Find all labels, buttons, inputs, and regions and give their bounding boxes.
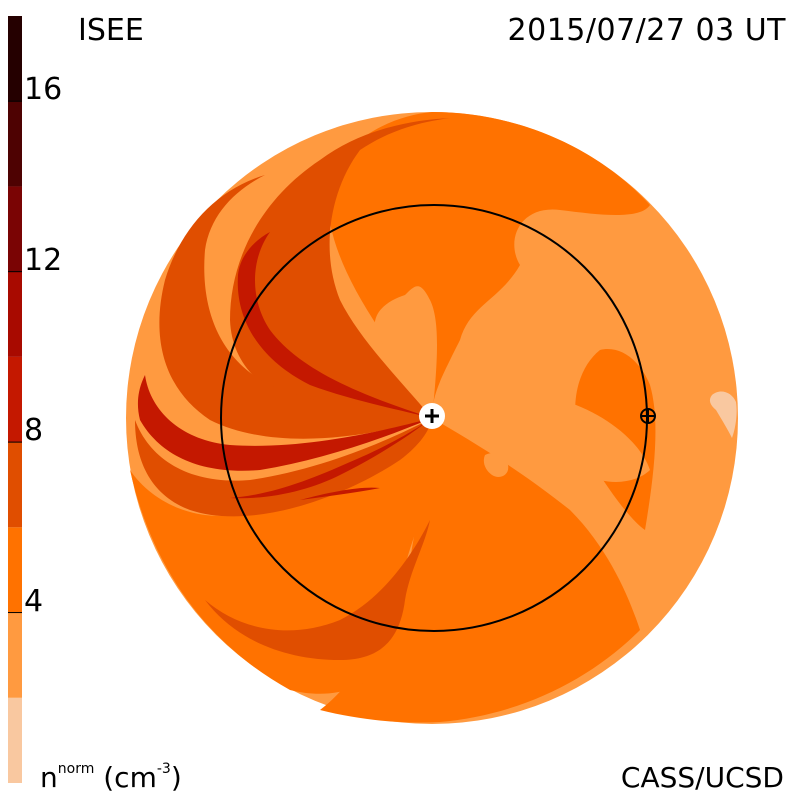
density-arm-very-high-1 [237,232,432,418]
timestamp-label: 2015/07/27 03 UT [507,13,786,48]
density-patch-light-3 [483,453,509,477]
colorbar-band-0 [8,697,22,783]
colorbar-band-1 [8,612,22,698]
unit-superscript: norm [57,761,95,777]
earth-marker [640,408,656,424]
unit-close: ) [170,761,182,794]
density-arm-very-high-2 [137,375,432,471]
unit-exponent: -3 [156,761,171,777]
colorbar-band-7 [8,101,22,187]
colorbar-unit-label: nnorm (cm-3) [40,762,182,792]
colorbar-band-5 [8,271,22,357]
density-arm-very-high-4 [300,487,380,500]
colorbar-tick-label-16: 16 [24,72,63,108]
density-patch-light-east [709,391,737,438]
credit-label: CASS/UCSD [620,761,784,794]
density-patch-light-1 [374,286,437,418]
density-arm-high-3 [135,418,432,517]
colorbar-band-4 [8,356,22,443]
density-region-mid-south [320,418,640,723]
colorbar-tick-label-8: 8 [24,413,44,449]
plot-title: ISEE [78,13,144,48]
unit-quantity: n [40,761,58,794]
colorbar-tick-label-4: 4 [24,583,44,619]
density-arm-high-1 [230,118,450,420]
unit-base: (cm [103,761,157,794]
colorbar-band-2 [8,527,22,613]
color-bar [8,16,22,783]
colorbar-band-8 [8,16,22,102]
density-arm-high-4 [205,520,430,660]
density-patch-light-2 [432,398,650,482]
colorbar-band-3 [8,442,22,528]
colorbar-band-6 [8,186,22,272]
colorbar-tick-label-12: 12 [24,242,63,278]
density-arm-high-2 [159,175,432,439]
sun-marker [419,403,445,429]
